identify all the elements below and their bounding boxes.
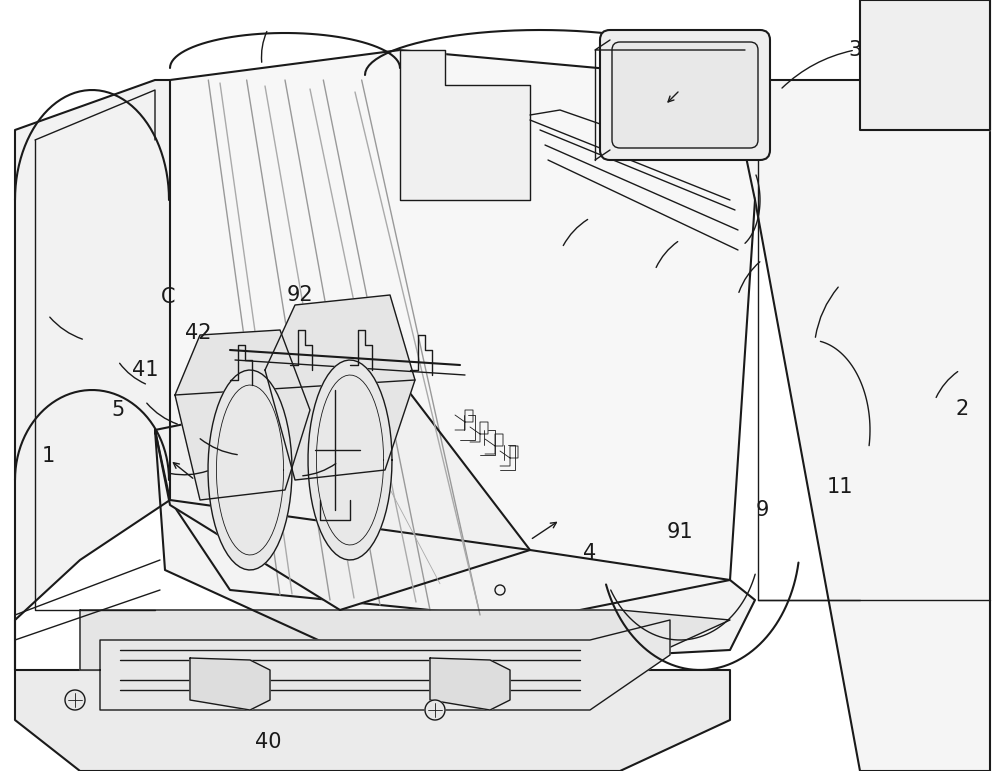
Polygon shape bbox=[80, 610, 730, 670]
Text: C: C bbox=[161, 287, 175, 307]
Text: 5: 5 bbox=[111, 400, 125, 420]
Polygon shape bbox=[190, 658, 270, 710]
Polygon shape bbox=[15, 80, 170, 670]
Text: 11: 11 bbox=[827, 477, 853, 497]
Polygon shape bbox=[265, 295, 415, 480]
Text: 92: 92 bbox=[287, 284, 313, 305]
Polygon shape bbox=[208, 370, 292, 570]
Text: 42: 42 bbox=[185, 323, 211, 343]
Text: 41: 41 bbox=[132, 360, 158, 380]
Text: 2: 2 bbox=[955, 399, 969, 419]
Polygon shape bbox=[400, 50, 530, 200]
Text: 3: 3 bbox=[848, 40, 862, 60]
Polygon shape bbox=[730, 80, 990, 771]
Text: 1: 1 bbox=[41, 446, 55, 466]
Polygon shape bbox=[155, 50, 755, 620]
Polygon shape bbox=[860, 0, 990, 130]
Polygon shape bbox=[430, 658, 510, 710]
Text: 40: 40 bbox=[255, 732, 281, 752]
Polygon shape bbox=[308, 360, 392, 560]
Text: 4: 4 bbox=[583, 543, 597, 563]
FancyBboxPatch shape bbox=[600, 30, 770, 160]
Text: 91: 91 bbox=[667, 522, 693, 542]
Polygon shape bbox=[155, 430, 755, 660]
Polygon shape bbox=[15, 670, 730, 771]
Circle shape bbox=[425, 700, 445, 720]
Circle shape bbox=[65, 690, 85, 710]
Polygon shape bbox=[100, 620, 670, 710]
FancyBboxPatch shape bbox=[612, 42, 758, 148]
Polygon shape bbox=[175, 330, 310, 500]
Text: 9: 9 bbox=[755, 500, 769, 520]
Polygon shape bbox=[155, 380, 530, 610]
